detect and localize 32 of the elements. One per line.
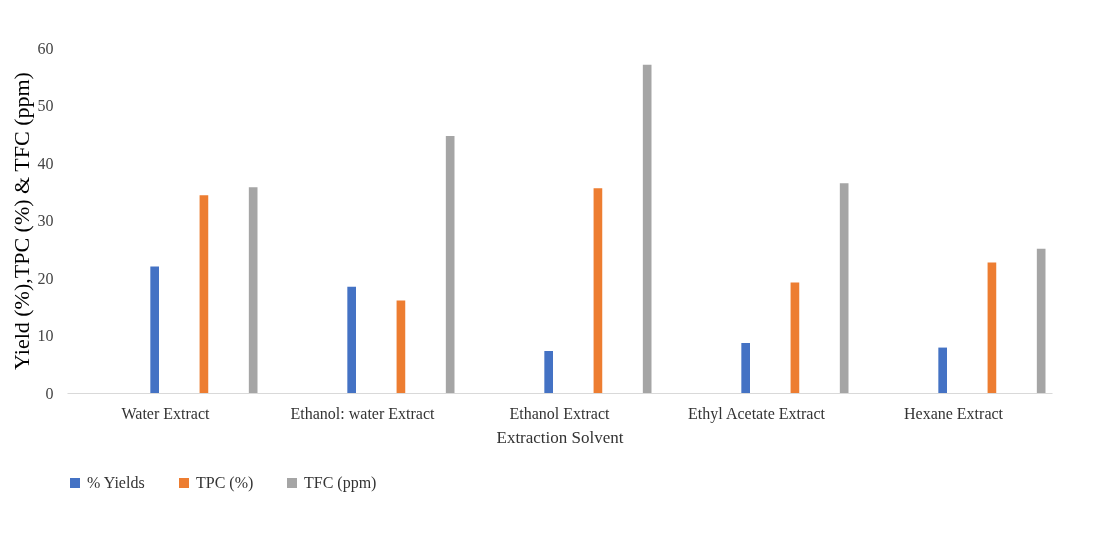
x-tick-label: Hexane Extract (903, 404, 1004, 422)
bar (642, 64, 652, 393)
y-tick-label: 30 (37, 212, 54, 229)
x-tick-label: Ethanol Extract (509, 404, 611, 422)
y-tick-label: 40 (37, 154, 54, 172)
legend-label: TPC (%) (196, 474, 254, 492)
legend-label: % Yields (87, 474, 145, 491)
bar (1036, 248, 1046, 393)
bar (790, 282, 800, 393)
bar (987, 262, 997, 393)
y-tick-label: 10 (37, 327, 54, 344)
bar (396, 300, 406, 393)
bar (938, 347, 947, 393)
bar (150, 266, 159, 393)
y-axis-title: Yield (%),TPC (%) & TFC (ppm) (8, 72, 34, 370)
bar (445, 135, 455, 393)
bar (544, 351, 553, 393)
bar (347, 286, 356, 393)
bar (593, 188, 603, 393)
x-tick-label: Water Extract (121, 404, 211, 422)
x-tick-label: Ethanol: water Extract (290, 404, 436, 422)
y-tick-label: 60 (37, 39, 54, 57)
bar (741, 342, 750, 393)
x-tick-label: Ethyl Acetate Extract (688, 404, 826, 423)
y-tick-label: 50 (37, 97, 54, 114)
y-tick-label: 20 (37, 269, 54, 287)
bar (248, 187, 258, 393)
bar (839, 183, 849, 393)
y-tick-label: 0 (45, 384, 54, 402)
bar (199, 195, 209, 393)
legend-label: TFC (ppm) (304, 474, 377, 492)
x-axis-title: Extraction Solvent (496, 427, 624, 447)
